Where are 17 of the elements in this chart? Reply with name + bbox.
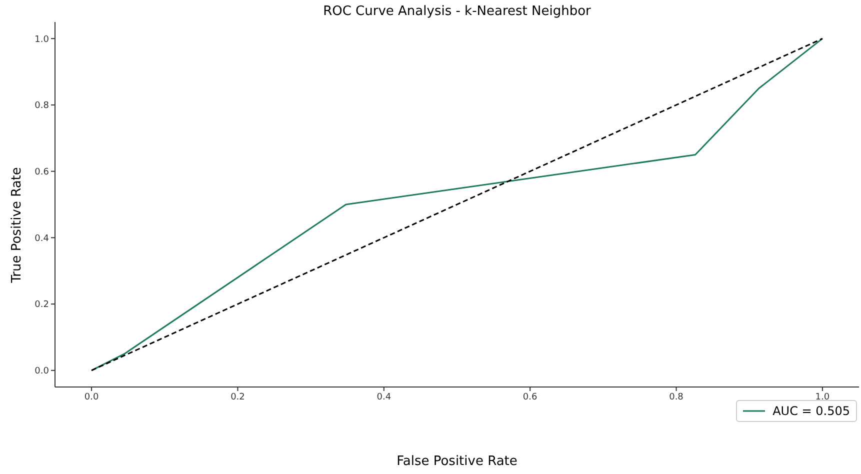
x-tick-label: 0.8 — [669, 392, 684, 402]
legend-label: AUC = 0.505 — [772, 404, 850, 418]
x-tick-label: 0.4 — [376, 392, 392, 402]
y-tick-label: 0.6 — [34, 168, 50, 178]
y-axis-title: True Positive Rate — [10, 167, 24, 283]
x-tick-label: 0.0 — [84, 392, 99, 402]
y-tick-label: 0.2 — [34, 300, 49, 310]
y-tick-label: 0.4 — [34, 234, 50, 244]
x-axis-title: False Positive Rate — [396, 454, 518, 469]
chart-title: ROC Curve Analysis - k-Nearest Neighbor — [322, 4, 592, 19]
x-tick-label: 0.6 — [522, 392, 538, 402]
y-tick-label: 1.0 — [34, 34, 50, 45]
x-tick-label: 0.2 — [230, 392, 245, 402]
x-tick-label: 1.0 — [815, 392, 830, 402]
line-series — [90, 38, 824, 372]
y-tick-label: 0.8 — [34, 101, 50, 112]
y-tick-label: 0.0 — [34, 366, 50, 377]
